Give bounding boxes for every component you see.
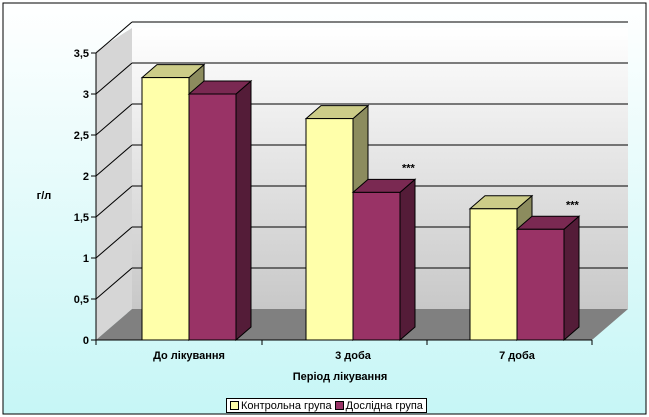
x-tick-label: 7 доба bbox=[499, 350, 536, 362]
bar-control bbox=[305, 118, 354, 341]
significance-annotation: *** bbox=[402, 162, 416, 174]
legend-label-experimental: Дослідна група bbox=[345, 399, 423, 412]
y-tick-label: 2,5 bbox=[74, 130, 89, 142]
bar-experimental-side bbox=[399, 178, 416, 342]
legend-swatch-experimental bbox=[334, 401, 344, 410]
bar-experimental-side bbox=[235, 79, 252, 342]
plot-side-wall bbox=[96, 28, 132, 340]
legend: Контрольна група Дослідна група bbox=[226, 398, 427, 413]
bar-control bbox=[141, 77, 190, 341]
labels: 0 0,5 1 1,5 2 2,5 3 3,5 До лікування 3 доба 7 доба… bbox=[74, 48, 580, 362]
legend-swatch-control bbox=[230, 401, 239, 410]
bar-experimental bbox=[188, 93, 237, 341]
y-tick-label: 3,5 bbox=[74, 48, 89, 60]
gridline-side bbox=[95, 62, 133, 95]
bar-control bbox=[469, 208, 518, 341]
y-tick-label: 1 bbox=[83, 253, 89, 265]
y-tick-label: 1,5 bbox=[74, 212, 89, 224]
x-tick-label: До лікування bbox=[153, 350, 225, 362]
gridline-side bbox=[95, 103, 133, 136]
bars bbox=[140, 63, 581, 342]
y-axis-label: г/л bbox=[37, 190, 52, 202]
bar-experimental-side bbox=[563, 215, 580, 342]
bar-experimental bbox=[352, 191, 401, 341]
bar-experimental bbox=[516, 228, 565, 341]
gridline-side bbox=[95, 267, 133, 300]
gridline-side bbox=[95, 144, 133, 177]
legend-item-experimental: Дослідна група bbox=[334, 399, 423, 412]
y-tick-label: 3 bbox=[83, 89, 89, 101]
x-tick-label: 3 доба bbox=[335, 350, 372, 362]
gridline-side bbox=[95, 226, 133, 259]
significance-annotation: *** bbox=[566, 199, 580, 211]
x-axis-label: Період лікування bbox=[293, 371, 388, 383]
legend-label-control: Контрольна група bbox=[241, 399, 332, 412]
gridline-side bbox=[95, 21, 133, 54]
gridline-side bbox=[95, 185, 133, 218]
y-tick-label: 0 bbox=[83, 335, 89, 347]
y-tick-label: 2 bbox=[83, 171, 89, 183]
y-tick-label: 0,5 bbox=[74, 294, 89, 306]
legend-item-control: Контрольна група bbox=[230, 400, 332, 412]
